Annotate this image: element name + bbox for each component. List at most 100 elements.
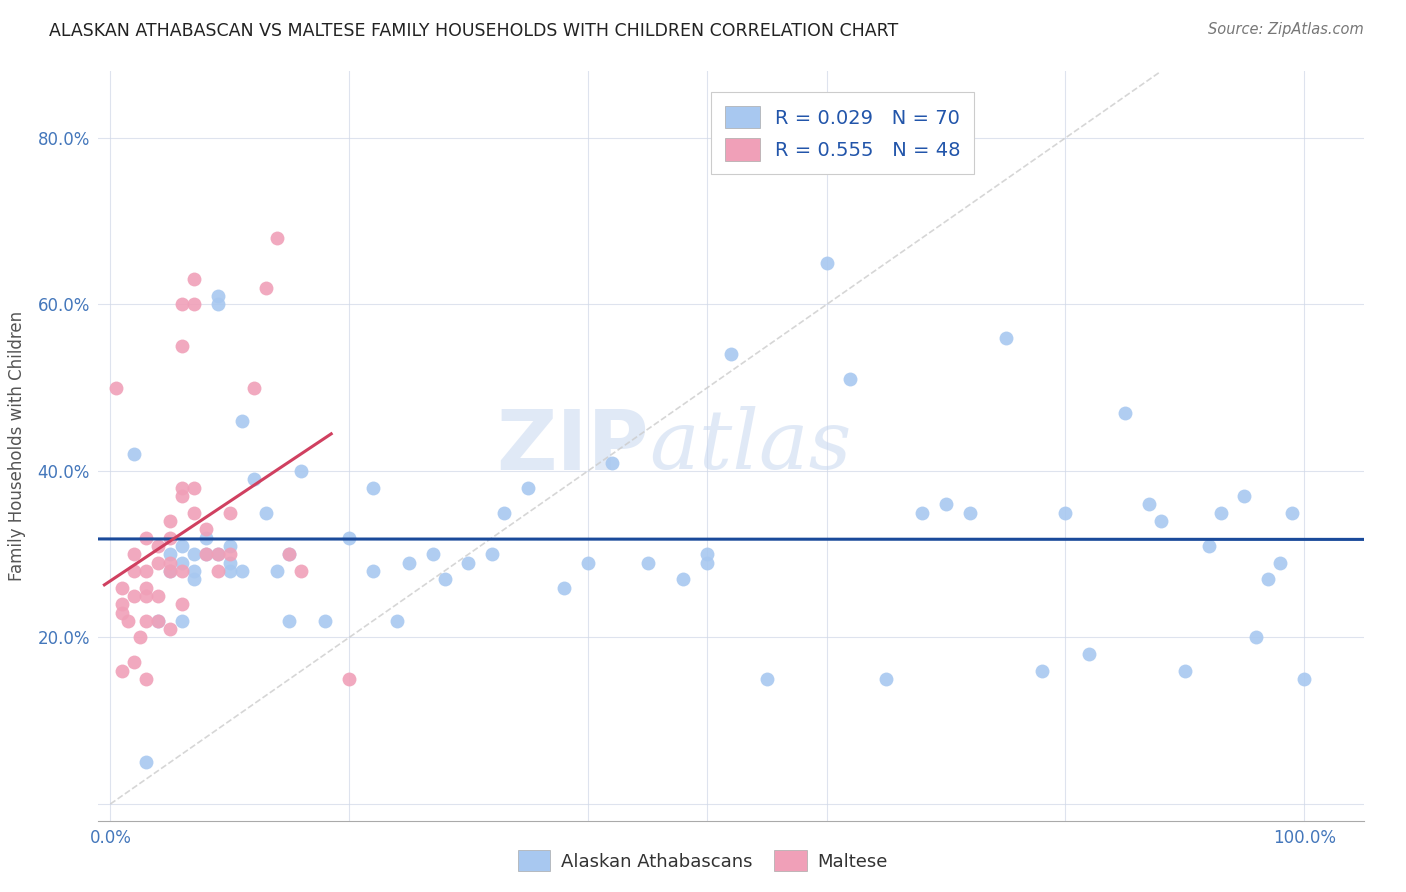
Point xyxy=(696,556,718,570)
Point xyxy=(122,656,145,670)
Point xyxy=(183,572,205,586)
Point xyxy=(122,547,145,561)
Point xyxy=(159,547,181,561)
Point xyxy=(422,547,444,561)
Point xyxy=(111,664,134,678)
Point xyxy=(755,672,778,686)
Point xyxy=(135,756,157,770)
Point xyxy=(637,556,659,570)
Point xyxy=(278,614,301,628)
Point xyxy=(129,631,152,645)
Point xyxy=(600,456,623,470)
Point xyxy=(194,547,217,561)
Point xyxy=(207,297,229,311)
Text: ALASKAN ATHABASCAN VS MALTESE FAMILY HOUSEHOLDS WITH CHILDREN CORRELATION CHART: ALASKAN ATHABASCAN VS MALTESE FAMILY HOU… xyxy=(49,22,898,40)
Point xyxy=(194,547,217,561)
Point xyxy=(218,564,240,578)
Point xyxy=(278,547,301,561)
Point xyxy=(481,547,503,561)
Point xyxy=(672,572,695,586)
Point xyxy=(159,622,181,636)
Point xyxy=(170,489,193,503)
Point xyxy=(398,556,420,570)
Point xyxy=(457,556,479,570)
Point xyxy=(815,256,838,270)
Point xyxy=(337,672,360,686)
Point xyxy=(218,547,240,561)
Point xyxy=(1031,664,1053,678)
Point xyxy=(135,564,157,578)
Point xyxy=(170,539,193,553)
Point xyxy=(278,547,301,561)
Point xyxy=(266,231,288,245)
Point xyxy=(1209,506,1232,520)
Point xyxy=(218,539,240,553)
Point xyxy=(1137,497,1160,511)
Point xyxy=(875,672,897,686)
Point xyxy=(1114,406,1136,420)
Point xyxy=(183,564,205,578)
Point xyxy=(207,547,229,561)
Point xyxy=(1233,489,1256,503)
Point xyxy=(254,506,277,520)
Point xyxy=(361,481,384,495)
Point xyxy=(183,272,205,286)
Point xyxy=(1281,506,1303,520)
Point xyxy=(207,564,229,578)
Point xyxy=(231,414,253,428)
Point xyxy=(337,531,360,545)
Point xyxy=(207,289,229,303)
Point xyxy=(170,614,193,628)
Point xyxy=(135,614,157,628)
Point xyxy=(1054,506,1077,520)
Point xyxy=(111,597,134,611)
Point xyxy=(1198,539,1220,553)
Point xyxy=(183,297,205,311)
Point xyxy=(183,506,205,520)
Point xyxy=(935,497,957,511)
Point xyxy=(183,481,205,495)
Point xyxy=(159,531,181,545)
Legend: Alaskan Athabascans, Maltese: Alaskan Athabascans, Maltese xyxy=(510,843,896,879)
Point xyxy=(218,556,240,570)
Point xyxy=(135,589,157,603)
Point xyxy=(1246,631,1268,645)
Point xyxy=(170,339,193,353)
Point xyxy=(146,614,169,628)
Point xyxy=(266,564,288,578)
Point xyxy=(911,506,934,520)
Point xyxy=(553,581,575,595)
Point xyxy=(839,372,862,386)
Point xyxy=(254,281,277,295)
Point xyxy=(135,672,157,686)
Point xyxy=(994,331,1017,345)
Point xyxy=(231,564,253,578)
Point xyxy=(183,547,205,561)
Point xyxy=(1150,514,1173,528)
Point xyxy=(576,556,599,570)
Point xyxy=(135,531,157,545)
Point xyxy=(170,597,193,611)
Point xyxy=(159,564,181,578)
Point xyxy=(122,589,145,603)
Point xyxy=(146,556,169,570)
Point xyxy=(494,506,516,520)
Point xyxy=(290,464,312,478)
Point xyxy=(194,522,217,536)
Point xyxy=(170,297,193,311)
Point xyxy=(433,572,456,586)
Text: Source: ZipAtlas.com: Source: ZipAtlas.com xyxy=(1208,22,1364,37)
Point xyxy=(146,589,169,603)
Y-axis label: Family Households with Children: Family Households with Children xyxy=(8,311,27,581)
Point xyxy=(159,556,181,570)
Point xyxy=(122,564,145,578)
Point xyxy=(696,547,718,561)
Point xyxy=(146,614,169,628)
Point xyxy=(1270,556,1292,570)
Point xyxy=(959,506,981,520)
Point xyxy=(517,481,540,495)
Point xyxy=(194,531,217,545)
Point xyxy=(218,506,240,520)
Point xyxy=(242,472,264,486)
Point xyxy=(207,547,229,561)
